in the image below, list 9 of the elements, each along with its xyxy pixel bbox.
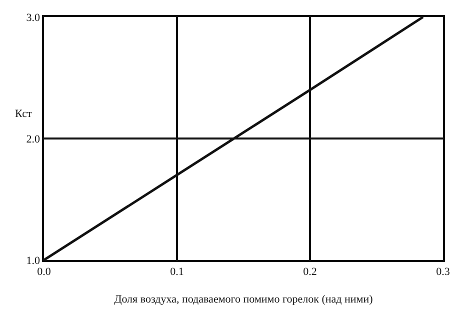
y-tick-label: 1.0 [26,254,41,267]
y-tick-label: 2.0 [26,133,41,146]
x-tick-label: 0.3 [436,266,450,278]
y-tick-label: 3.0 [26,12,41,24]
x-axis-title: Доля воздуха, подаваемого помимо горелок (над ними) [114,294,374,306]
x-tick-label: 0.2 [303,266,317,278]
x-tick-label: 0.0 [37,266,52,278]
x-tick-label: 0.1 [170,266,184,278]
y-axis-title: Кст [15,108,32,120]
